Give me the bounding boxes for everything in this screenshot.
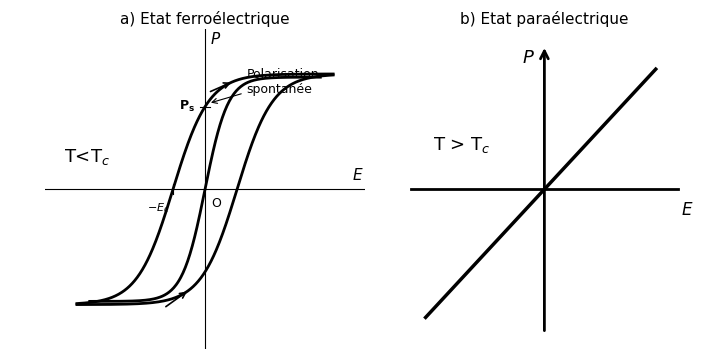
Text: E: E [682, 201, 692, 219]
Text: P: P [210, 32, 219, 47]
Title: b) Etat paraélectrique: b) Etat paraélectrique [460, 11, 629, 27]
Text: $-E_c$: $-E_c$ [147, 201, 170, 215]
Title: a) Etat ferroélectrique: a) Etat ferroélectrique [120, 11, 290, 27]
Text: T<T$_c$: T<T$_c$ [64, 147, 110, 167]
Text: O: O [211, 197, 221, 210]
Text: P: P [522, 49, 533, 67]
Text: T > T$_c$: T > T$_c$ [433, 135, 491, 155]
Text: E: E [352, 168, 362, 183]
Text: Polarisation
spontanée: Polarisation spontanée [212, 68, 320, 103]
Text: $\mathbf{P_s}$: $\mathbf{P_s}$ [180, 99, 195, 114]
